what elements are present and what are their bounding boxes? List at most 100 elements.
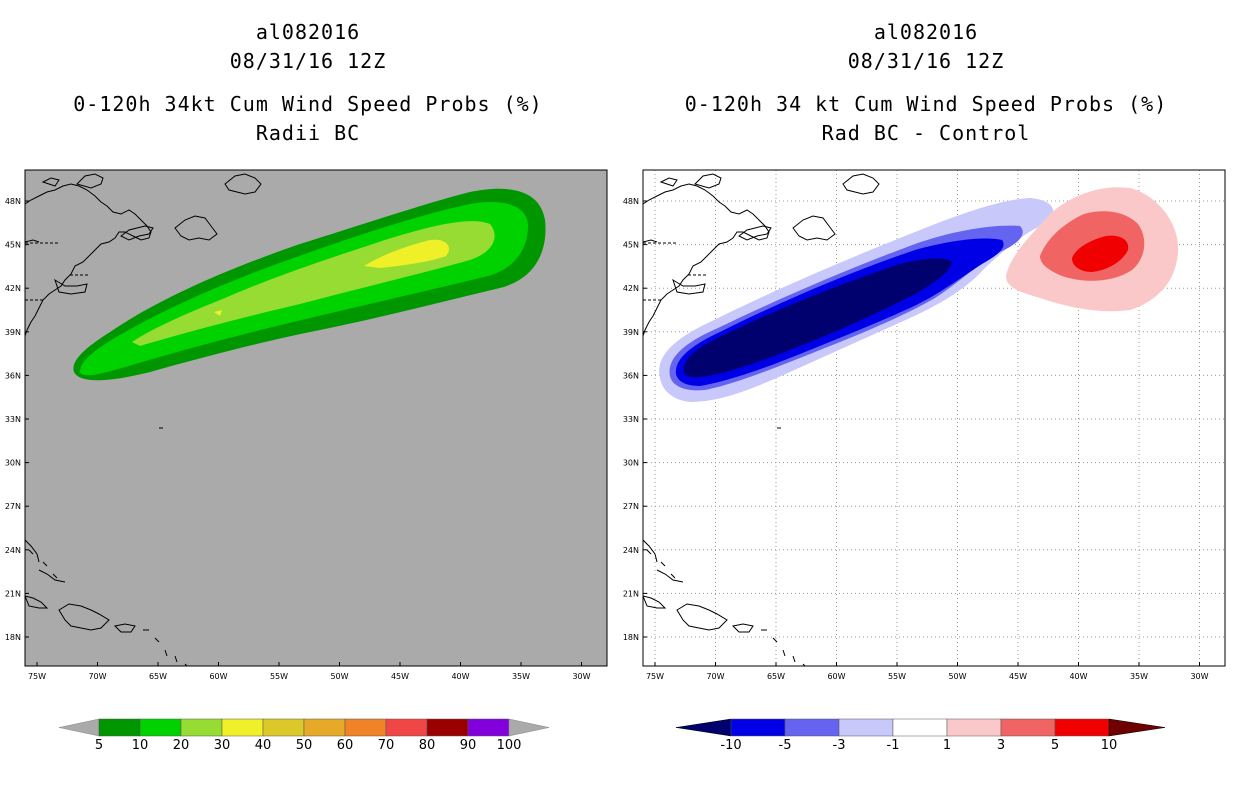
left-colorbar-low-arrow <box>58 718 100 737</box>
left-colorbar-label: 5 <box>95 738 103 753</box>
right-axis-ticks: 48N 45N 42N 39N 36N 33N 30N 27N 24N 21N 18N 75W 70W 6… <box>623 197 1209 681</box>
right-colorbar-label: -5 <box>779 738 792 753</box>
left-colorbar-label: 90 <box>460 738 477 753</box>
right-colorbar-label: -1 <box>887 738 900 753</box>
left-lon-label: 75W <box>28 672 46 681</box>
left-colorbar-swatch <box>385 718 428 737</box>
left-lon-label: 35W <box>512 672 530 681</box>
left-colorbar-label: 60 <box>337 738 354 753</box>
right-lat-label: 21N <box>623 589 639 598</box>
left-date: 08/31/16 12Z <box>229 49 387 73</box>
left-lat-label: 24N <box>5 546 21 555</box>
right-colorbar-swatch <box>892 718 948 737</box>
right-map-panel: 48N 45N 42N 39N 36N 33N 30N 27N 24N 21N 18N 75W 70W 6… <box>623 169 1226 681</box>
left-lat-label: 18N <box>5 633 21 642</box>
left-colorbar-label: 100 <box>497 738 522 753</box>
right-lon-label: 30W <box>1190 672 1208 681</box>
right-colorbar-label: 5 <box>1051 738 1059 753</box>
right-lat-label: 36N <box>623 371 639 380</box>
left-subtitle: Radii BC <box>255 121 361 145</box>
right-lat-label: 39N <box>623 328 639 337</box>
right-colorbar-label: 10 <box>1101 738 1118 753</box>
left-colorbar-swatch <box>98 718 141 737</box>
left-product: 0-120h 34kt Cum Wind Speed Probs (%) <box>73 92 543 116</box>
left-contour-30 <box>364 239 449 268</box>
left-colorbar-label: 20 <box>173 738 190 753</box>
right-lat-label: 33N <box>623 415 639 424</box>
right-colorbar-label: 1 <box>943 738 951 753</box>
left-lon-label: 45W <box>391 672 409 681</box>
left-colorbar-swatch <box>303 718 346 737</box>
left-prob-contours <box>73 188 546 381</box>
left-lon-label: 40W <box>451 672 469 681</box>
right-lat-label: 30N <box>623 459 639 468</box>
left-lat-label: 30N <box>5 459 21 468</box>
right-date: 08/31/16 12Z <box>847 49 1005 73</box>
left-lat-label: 45N <box>5 241 21 250</box>
right-colorbar-label: 3 <box>997 738 1005 753</box>
right-lon-label: 75W <box>646 672 664 681</box>
right-colorbar-swatch <box>946 718 1002 737</box>
right-lon-label: 60W <box>827 672 845 681</box>
right-lon-label: 70W <box>706 672 724 681</box>
left-colorbar-swatch <box>139 718 182 737</box>
right-subtitle: Rad BC - Control <box>821 121 1031 145</box>
left-colorbar-label: 30 <box>214 738 231 753</box>
right-lon-label: 65W <box>767 672 785 681</box>
right-lat-label: 27N <box>623 502 639 511</box>
left-lon-label: 60W <box>209 672 227 681</box>
right-lon-label: 40W <box>1069 672 1087 681</box>
left-colorbar-swatch <box>426 718 469 737</box>
right-contour-plus5 <box>1072 235 1129 272</box>
left-lat-label: 39N <box>5 328 21 337</box>
left-colorbar-swatch <box>180 718 223 737</box>
left-colorbar: 5 10 20 30 40 50 60 70 80 90 100 <box>58 718 550 753</box>
right-title: al082016 08/31/16 12Z 0-120h 34 kt Cum W… <box>636 18 1216 148</box>
left-lat-label: 33N <box>5 415 21 424</box>
left-lon-label: 55W <box>270 672 288 681</box>
right-colorbar-label: -3 <box>833 738 846 753</box>
left-storm-id: al082016 <box>255 20 361 44</box>
left-lat-label: 21N <box>5 589 21 598</box>
right-lat-label: 18N <box>623 633 639 642</box>
right-diff-contours <box>659 187 1179 402</box>
right-colorbar-swatch <box>1054 718 1110 737</box>
right-lat-label: 48N <box>623 197 639 206</box>
right-lon-label: 55W <box>888 672 906 681</box>
left-lon-label: 50W <box>330 672 348 681</box>
right-product: 0-120h 34 kt Cum Wind Speed Probs (%) <box>684 92 1168 116</box>
left-colorbar-swatch <box>467 718 510 737</box>
left-lon-label: 65W <box>149 672 167 681</box>
left-lat-label: 36N <box>5 371 21 380</box>
left-contour-30-small <box>214 310 222 316</box>
left-lon-label: 70W <box>88 672 106 681</box>
left-lat-label: 48N <box>5 197 21 206</box>
left-lat-label: 27N <box>5 502 21 511</box>
left-colorbar-high-arrow <box>508 718 550 737</box>
left-colorbar-label: 80 <box>419 738 436 753</box>
right-storm-id: al082016 <box>873 20 979 44</box>
left-colorbar-swatch <box>221 718 264 737</box>
right-colorbar-low-arrow <box>675 718 732 737</box>
right-colorbar: -10 -5 -3 -1 1 3 5 10 <box>675 718 1166 753</box>
right-lon-label: 35W <box>1130 672 1148 681</box>
left-colorbar-label: 40 <box>255 738 272 753</box>
right-lat-label: 45N <box>623 241 639 250</box>
right-colorbar-swatch <box>784 718 840 737</box>
right-lat-label: 24N <box>623 546 639 555</box>
left-colorbar-label: 70 <box>378 738 395 753</box>
left-axis-ticks: 48N 45N 42N 39N 36N 33N 30N 27N 24N 21N 18N 75W 70W 6… <box>5 197 591 681</box>
left-colorbar-label: 10 <box>132 738 149 753</box>
left-map-panel: 48N 45N 42N 39N 36N 33N 30N 27N 24N 21N 18N 75W 70W 6… <box>5 169 608 681</box>
left-colorbar-label: 50 <box>296 738 313 753</box>
left-lat-label: 42N <box>5 284 21 293</box>
left-colorbar-swatch <box>262 718 305 737</box>
left-colorbar-swatch <box>344 718 387 737</box>
left-lon-label: 30W <box>572 672 590 681</box>
left-title: al082016 08/31/16 12Z 0-120h 34kt Cum Wi… <box>18 18 598 148</box>
right-colorbar-swatch <box>838 718 894 737</box>
right-colorbar-swatch <box>1000 718 1056 737</box>
right-lon-label: 45W <box>1009 672 1027 681</box>
right-colorbar-swatch <box>730 718 786 737</box>
